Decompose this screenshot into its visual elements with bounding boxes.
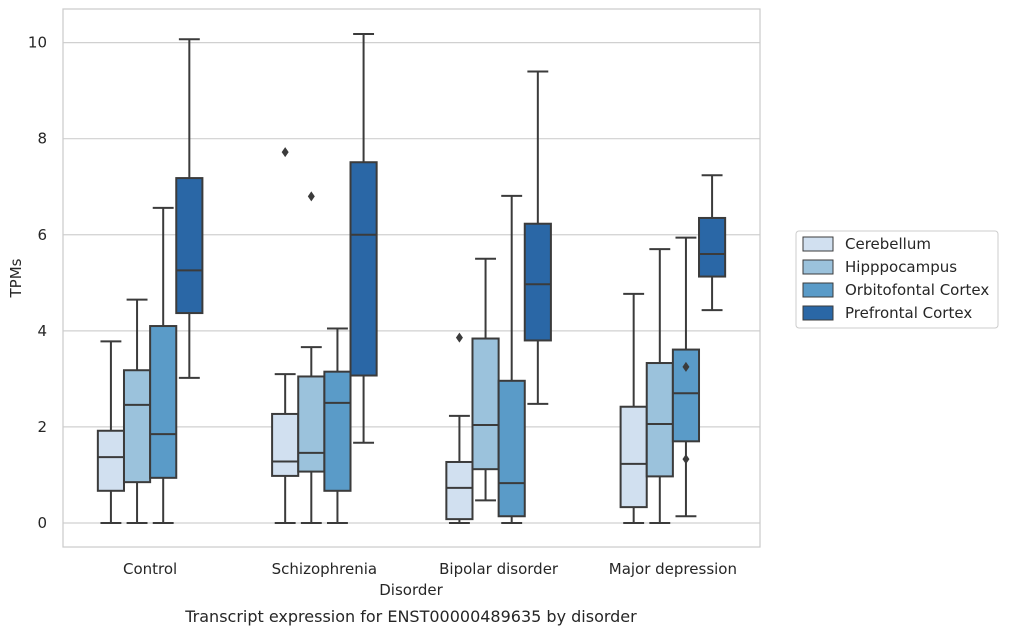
y-tick-label: 8 (37, 130, 47, 148)
legend-frame (795, 230, 999, 329)
legend-label: Orbitofontal Cortex (845, 281, 989, 299)
plot-frame (62, 8, 761, 548)
y-axis-label: TPMs (7, 258, 25, 298)
x-tick-label: Bipolar disorder (439, 560, 559, 578)
box-orbitofontal-cortex (323, 327, 352, 524)
box-hipppocampus (297, 191, 326, 524)
box-body (297, 375, 326, 473)
box-body (323, 370, 352, 492)
box-body (645, 362, 674, 478)
x-axis-label: Disorder (379, 581, 443, 599)
box-orbitofontal-cortex (671, 236, 701, 518)
box-body (698, 216, 727, 278)
box-groups (96, 32, 727, 524)
y-tick-label: 4 (37, 322, 47, 340)
y-tick-labels: 0 2 4 6 8 10 (28, 34, 47, 532)
box-body (149, 325, 178, 479)
y-tick-label: 6 (37, 226, 47, 244)
legend-label: Cerebellum (845, 235, 931, 253)
box-body (349, 161, 378, 377)
legend-label: Prefrontal Cortex (845, 304, 972, 322)
box-hipppocampus (645, 248, 674, 524)
box-orbitofontal-cortex (149, 206, 178, 524)
box-body (122, 369, 152, 484)
box-cerebellum (445, 332, 474, 524)
legend-label: Hipppocampus (845, 258, 957, 276)
x-tick-label: Control (123, 560, 177, 578)
legend-swatch (802, 305, 834, 321)
box-cerebellum (619, 292, 648, 524)
x-tick-labels: Control Schizophrenia Bipolar disorder Majo… (123, 560, 737, 578)
box-body (497, 379, 526, 518)
x-tick-label: Schizophrenia (272, 560, 377, 578)
box-body (523, 222, 552, 342)
y-tick-label: 0 (37, 514, 47, 532)
y-tick-label: 10 (28, 34, 47, 52)
box-body (96, 429, 125, 492)
outlier-marker (455, 332, 463, 343)
box-cerebellum (96, 340, 125, 524)
x-tick-label: Major depression (609, 560, 737, 578)
box-body (175, 177, 204, 315)
legend-swatch (802, 259, 834, 275)
outlier-marker (682, 454, 690, 465)
outlier-marker (682, 361, 690, 372)
legend-swatch (802, 236, 834, 252)
box-body (445, 460, 474, 521)
y-tick-label: 2 (37, 418, 47, 436)
legend: Cerebellum Hipppocampus Orbitofontal Corte… (795, 230, 999, 329)
box-prefrontal-cortex (175, 38, 204, 379)
box-prefrontal-cortex (523, 70, 552, 405)
box-body (471, 337, 500, 471)
box-cerebellum (271, 147, 300, 524)
box-body (271, 412, 300, 477)
chart-caption: Transcript expression for ENST0000048963… (184, 607, 637, 626)
outlier-marker (281, 147, 289, 158)
outlier-marker (307, 191, 315, 202)
box-hipppocampus (471, 257, 500, 502)
legend-swatch (802, 282, 834, 298)
box-prefrontal-cortex (349, 32, 378, 444)
box-orbitofontal-cortex (497, 194, 526, 524)
box-body (619, 405, 648, 509)
box-hipppocampus (122, 298, 152, 524)
box-prefrontal-cortex (698, 174, 727, 312)
